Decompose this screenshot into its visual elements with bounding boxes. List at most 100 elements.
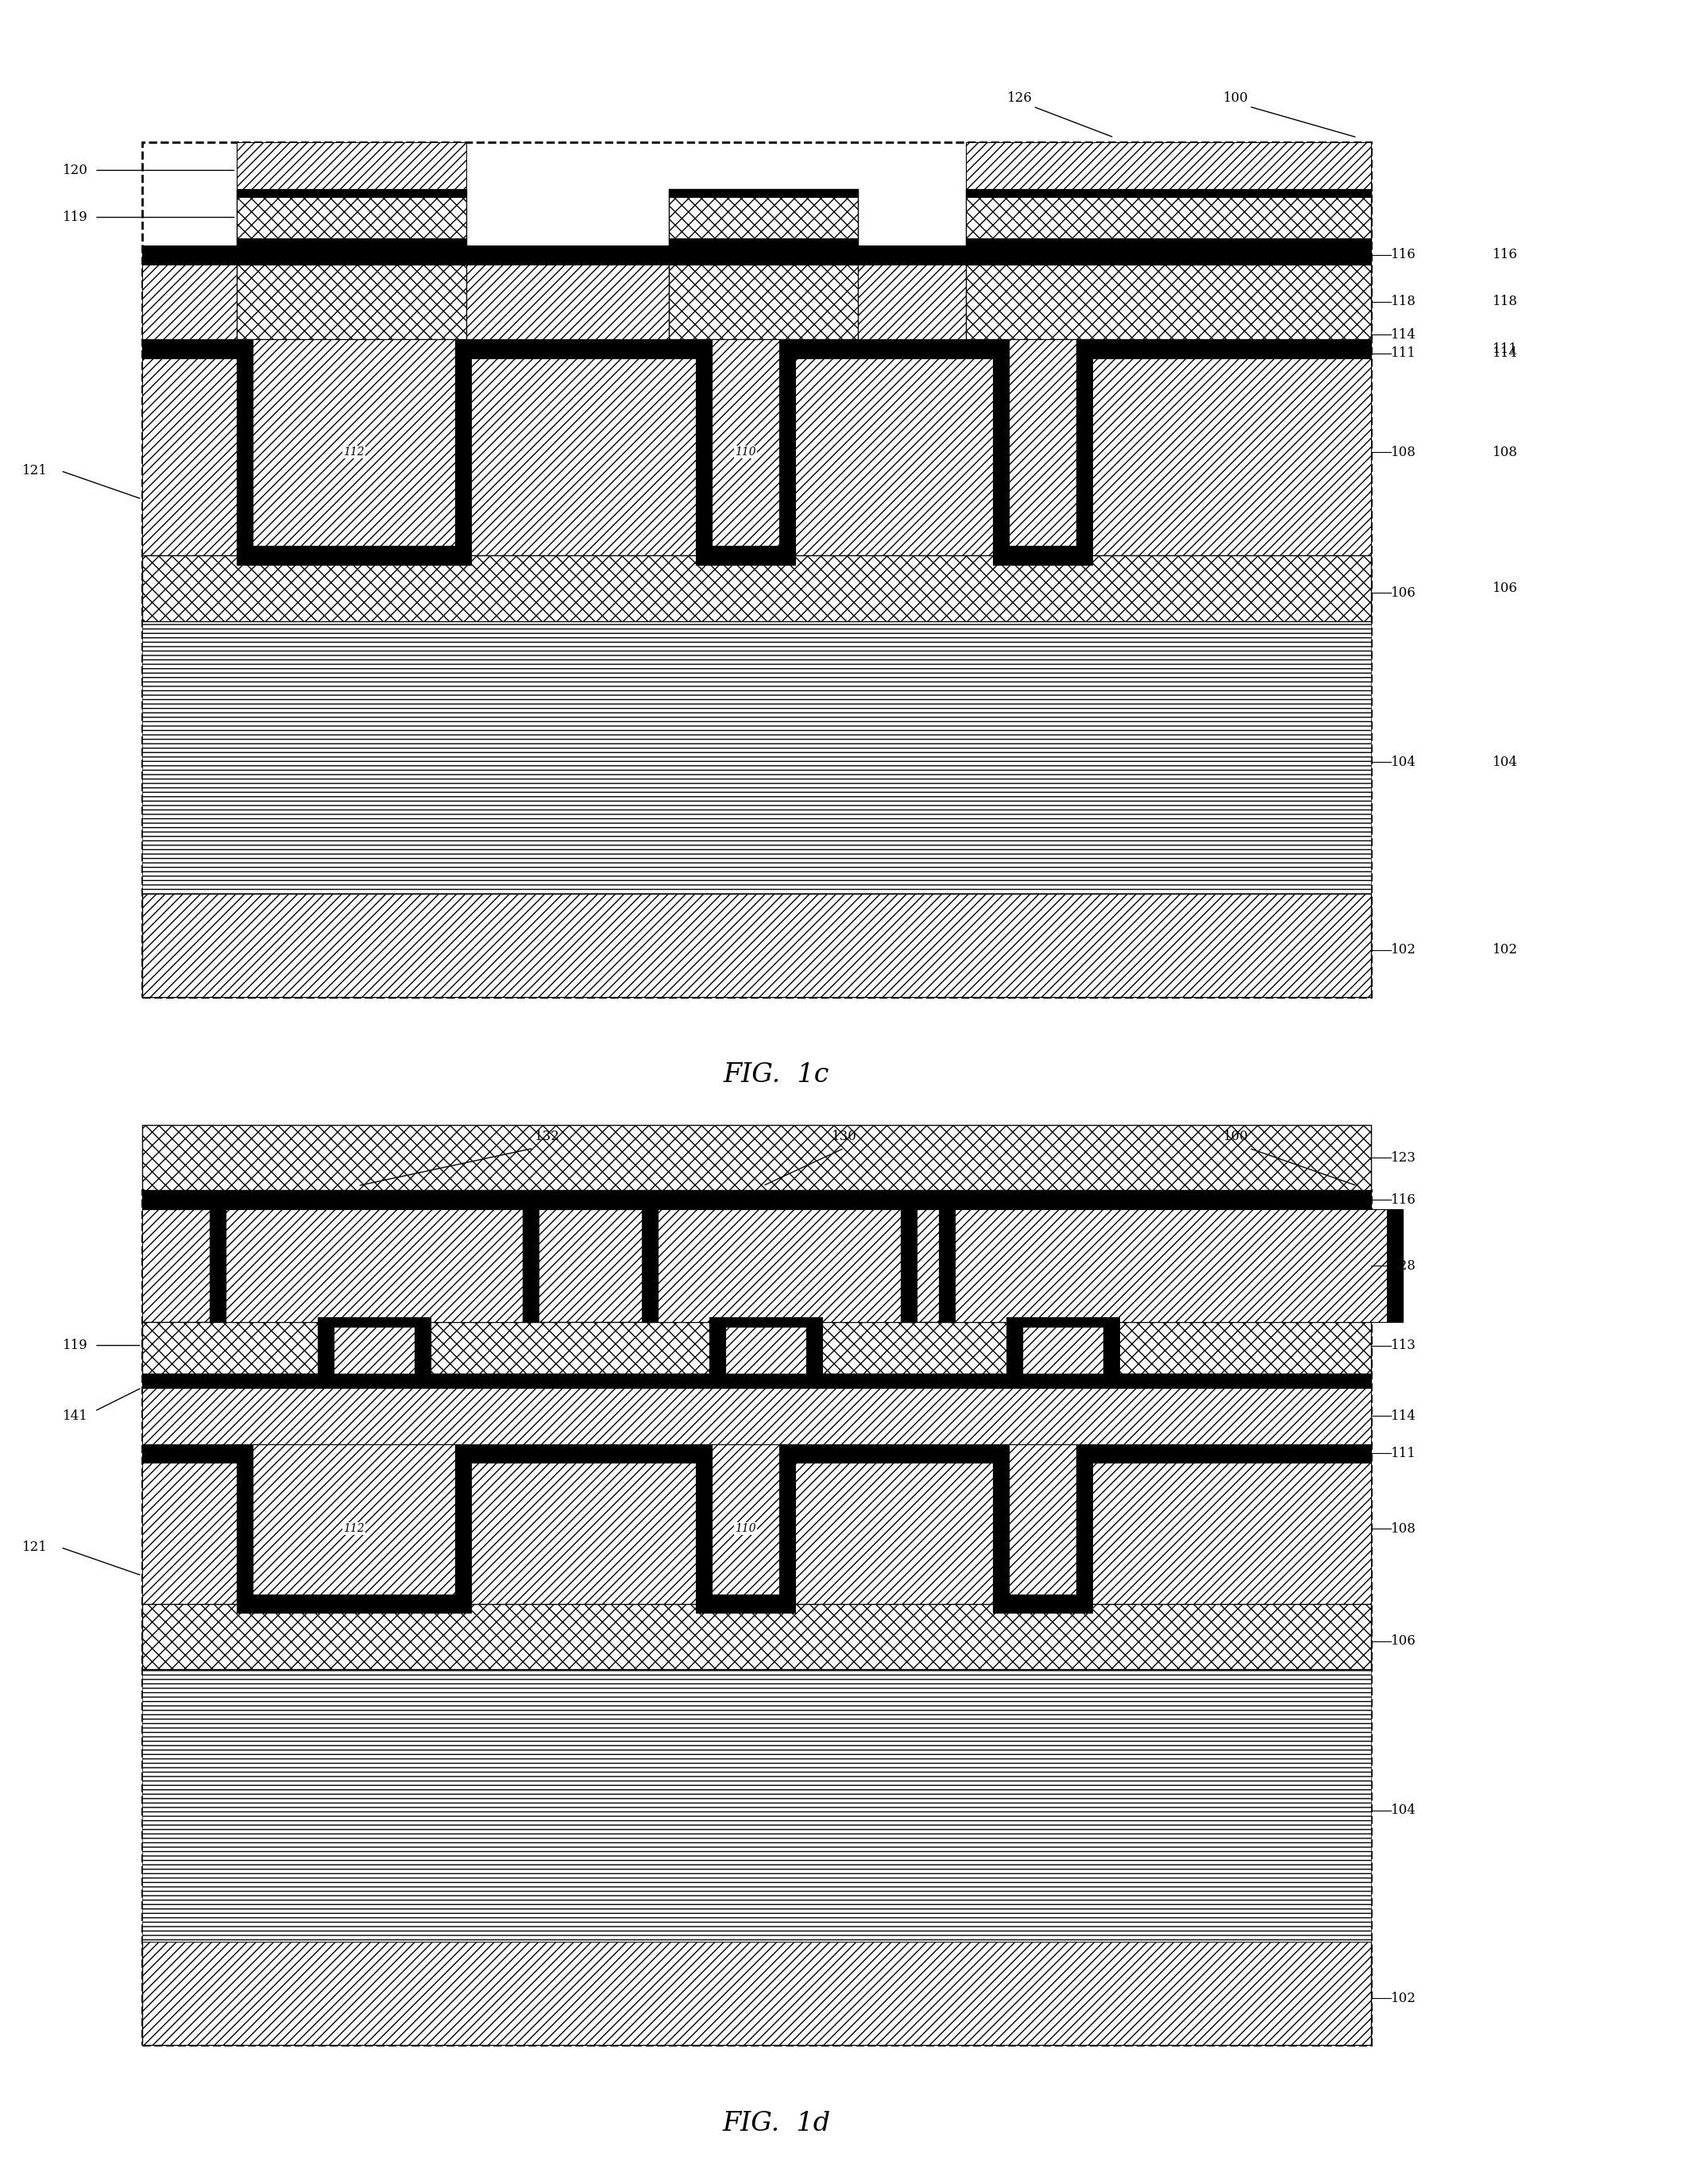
Bar — [966, 238, 1371, 245]
Text: 108: 108 — [1391, 446, 1416, 459]
Text: 114: 114 — [1391, 1409, 1416, 1422]
Text: 116: 116 — [1492, 249, 1518, 262]
Text: 111: 111 — [1492, 343, 1518, 356]
Bar — [1104, 1321, 1119, 1374]
Bar — [695, 1444, 712, 1603]
Bar — [142, 893, 1371, 996]
Text: 119: 119 — [62, 210, 88, 225]
Bar — [142, 358, 1371, 555]
Text: 130: 130 — [832, 1129, 858, 1144]
Bar — [142, 245, 1371, 264]
Bar — [456, 1444, 471, 1603]
Text: 116: 116 — [1391, 1192, 1416, 1206]
Bar — [709, 1321, 726, 1374]
Bar — [807, 1321, 822, 1374]
Text: 112: 112 — [343, 446, 365, 459]
Text: 104: 104 — [1391, 1804, 1416, 1817]
Text: 118: 118 — [1492, 295, 1518, 308]
Text: 106: 106 — [1391, 585, 1416, 601]
Text: 121: 121 — [22, 1540, 47, 1555]
Text: 102: 102 — [1492, 943, 1518, 957]
Bar — [966, 142, 1371, 190]
Bar — [658, 1210, 901, 1321]
Bar — [142, 264, 1371, 339]
Bar — [1006, 1317, 1119, 1326]
Bar — [142, 1321, 1371, 1374]
Bar — [993, 1594, 1092, 1614]
Bar — [1388, 1210, 1403, 1321]
Bar — [1009, 1444, 1077, 1603]
Bar — [317, 1317, 430, 1326]
Text: 121: 121 — [22, 465, 47, 478]
Text: 114: 114 — [1391, 328, 1416, 341]
Text: 120: 120 — [62, 164, 88, 177]
Bar — [709, 1317, 822, 1326]
Bar — [1009, 339, 1077, 555]
Bar — [142, 339, 1371, 358]
Text: 123: 123 — [1391, 1151, 1416, 1164]
Bar — [142, 1444, 1371, 1463]
Text: 108: 108 — [1492, 446, 1518, 459]
Bar — [236, 339, 253, 555]
Text: 126: 126 — [1008, 92, 1031, 105]
Bar — [209, 1210, 226, 1321]
Bar — [523, 1210, 538, 1321]
Bar — [780, 339, 795, 555]
Bar — [142, 1942, 1371, 2044]
Bar — [236, 142, 466, 190]
Text: 141: 141 — [62, 1409, 88, 1422]
Bar — [695, 546, 795, 566]
Bar — [142, 1190, 1371, 1210]
Text: FIG.  1c: FIG. 1c — [724, 1061, 829, 1088]
Bar — [236, 238, 466, 245]
Bar — [253, 339, 456, 555]
Bar — [993, 1444, 1009, 1603]
Bar — [668, 238, 858, 245]
Bar — [142, 1125, 1371, 1190]
Text: 102: 102 — [1391, 1992, 1416, 2005]
Bar — [236, 1444, 253, 1603]
Bar — [955, 1210, 1388, 1321]
Text: 104: 104 — [1492, 756, 1518, 769]
Bar — [142, 620, 1371, 893]
Bar — [939, 1210, 955, 1321]
Bar — [726, 1321, 807, 1374]
Text: 104: 104 — [1391, 756, 1416, 769]
Bar — [415, 1321, 430, 1374]
Bar — [253, 1444, 456, 1603]
Bar — [668, 190, 858, 197]
Bar — [966, 190, 1371, 245]
Bar — [993, 339, 1009, 555]
Text: 132: 132 — [535, 1129, 560, 1144]
Bar — [317, 1321, 334, 1374]
Bar — [668, 264, 858, 339]
Bar — [236, 1594, 471, 1614]
Bar — [142, 1374, 1371, 1387]
Bar — [641, 1210, 658, 1321]
Bar — [966, 190, 1371, 197]
Text: 108: 108 — [1391, 1522, 1416, 1535]
Bar — [1006, 1321, 1023, 1374]
Bar — [668, 190, 858, 245]
Text: 119: 119 — [62, 1339, 88, 1352]
Bar — [1077, 339, 1092, 555]
Bar — [236, 190, 466, 245]
Text: 110: 110 — [734, 1522, 756, 1533]
Bar — [780, 1444, 795, 1603]
Bar — [712, 339, 780, 555]
Bar — [966, 264, 1371, 339]
Bar — [1023, 1321, 1104, 1374]
Text: 111: 111 — [1391, 347, 1416, 360]
Bar — [236, 546, 471, 566]
Bar — [712, 1444, 780, 1603]
Bar — [236, 264, 466, 339]
Text: 116: 116 — [1391, 249, 1416, 262]
Bar — [695, 1594, 795, 1614]
Bar — [334, 1321, 415, 1374]
Bar — [226, 1210, 523, 1321]
Text: 100: 100 — [1224, 92, 1249, 105]
Text: 113: 113 — [1391, 1339, 1416, 1352]
Bar — [142, 555, 1371, 620]
Text: 118: 118 — [1391, 295, 1416, 308]
Bar — [993, 546, 1092, 566]
